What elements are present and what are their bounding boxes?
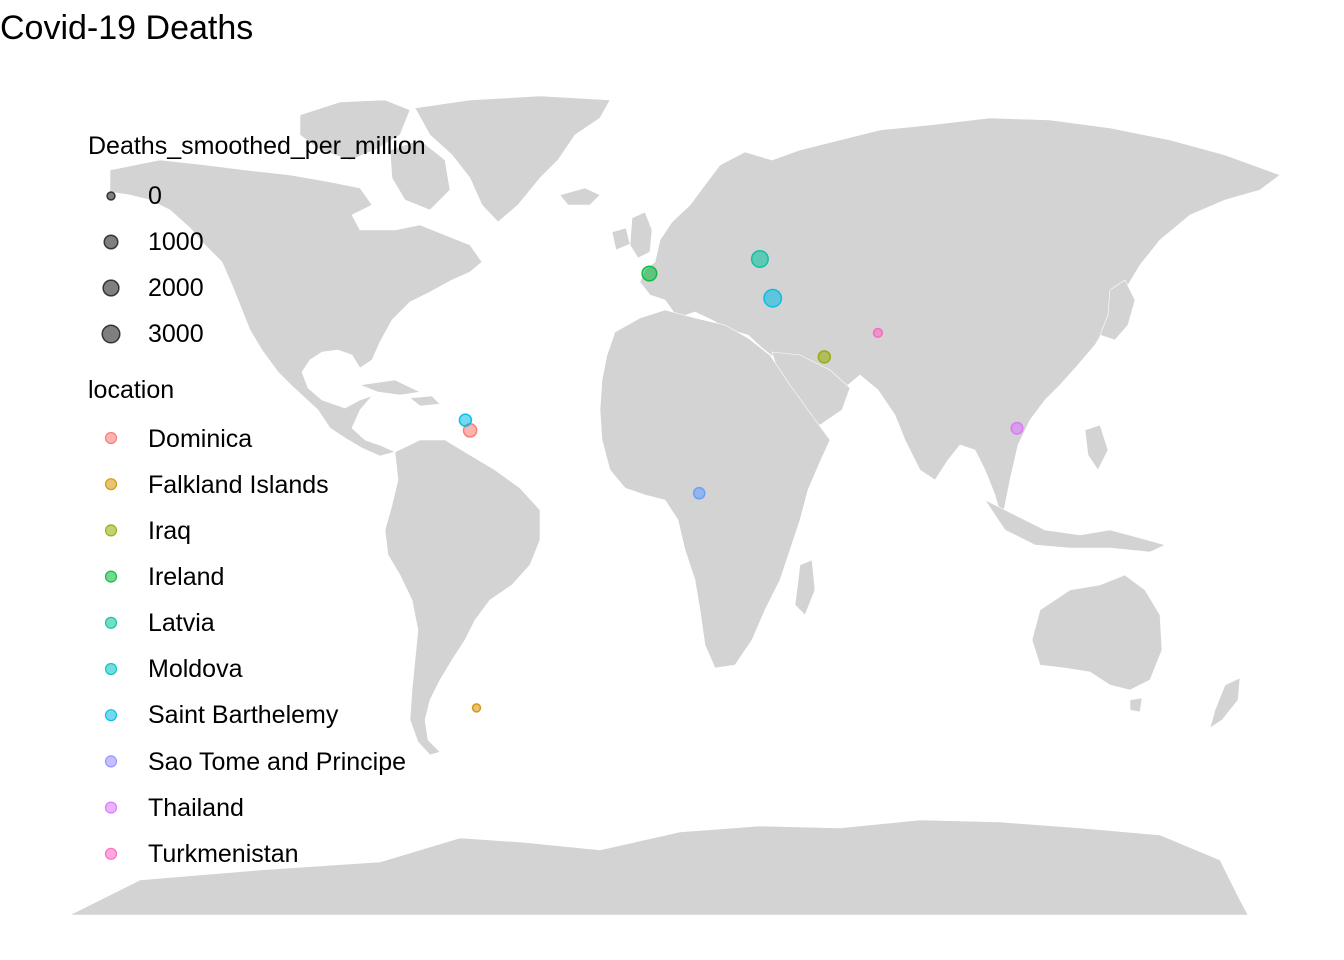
land-eurasia	[639, 117, 1281, 521]
size-legend-key-1000	[103, 234, 119, 250]
color-legend-label-dominica: Dominica	[148, 425, 253, 453]
point-ireland	[641, 265, 658, 282]
color-legend-label-turkmenistan: Turkmenistan	[148, 840, 299, 868]
color-legend-key-falkland-islands	[104, 478, 118, 491]
color-legend-title: location	[88, 376, 175, 404]
color-legend-key-iraq	[104, 524, 118, 537]
land-antarctica	[69, 819, 1249, 916]
size-legend-title: Deaths_smoothed_per_million	[88, 132, 426, 160]
land-tasmania	[1129, 697, 1143, 713]
color-legend-key-thailand	[104, 801, 118, 814]
color-legend-label-sao-tome-and-principe: Sao Tome and Principe	[148, 748, 407, 776]
land-baffin	[389, 139, 451, 211]
land-new-zealand	[1209, 677, 1241, 729]
color-legend-label-falkland-islands: Falkland Islands	[148, 471, 329, 499]
color-legend-key-turkmenistan	[104, 847, 118, 860]
land-madagascar	[794, 559, 816, 616]
land-north-america	[109, 159, 483, 457]
size-legend-label-3000: 3000	[148, 320, 204, 348]
color-legend-key-dominica	[104, 431, 118, 445]
point-thailand	[1010, 421, 1024, 435]
land-indonesia	[984, 499, 1166, 553]
size-legend-label-0: 0	[148, 182, 162, 210]
point-falkland-islands	[471, 703, 482, 713]
color-legend-label-saint-barthelemy: Saint Barthelemy	[148, 701, 339, 729]
land-japan	[1099, 279, 1136, 341]
color-legend-key-ireland	[104, 570, 118, 583]
color-legend-label-thailand: Thailand	[148, 794, 244, 822]
color-legend-key-latvia	[104, 616, 118, 629]
legend-keys	[101, 191, 121, 860]
point-latvia	[750, 249, 769, 269]
land-hispaniola	[409, 395, 441, 407]
point-sao-tome-and-principe	[692, 486, 706, 500]
land-britain	[629, 211, 653, 259]
land-masses	[69, 95, 1281, 916]
size-legend-key-0	[106, 191, 116, 201]
point-turkmenistan	[872, 327, 884, 339]
size-legend-key-3000	[101, 324, 121, 344]
color-legend-label-moldova: Moldova	[148, 655, 243, 683]
size-legend-label-1000: 1000	[148, 228, 204, 256]
color-legend-key-saint-barthelemy	[104, 709, 118, 722]
chart-title: Covid-19 Deaths	[0, 9, 254, 47]
color-legend-label-ireland: Ireland	[148, 563, 225, 591]
point-moldova	[763, 288, 783, 308]
land-greenland	[414, 95, 611, 223]
land-africa	[599, 309, 831, 669]
color-legend-key-moldova	[104, 662, 118, 676]
location-points	[458, 249, 1024, 713]
color-legend-label-latvia: Latvia	[148, 609, 215, 637]
land-iceland	[559, 187, 601, 206]
point-iraq	[817, 350, 832, 364]
color-legend-label-iraq: Iraq	[148, 517, 192, 545]
land-ireland	[611, 227, 631, 251]
size-legend-label-2000: 2000	[148, 274, 204, 302]
color-legend-key-sao-tome-and-principe	[104, 755, 118, 768]
point-saint-barthelemy	[458, 413, 473, 427]
land-australia	[1031, 574, 1163, 691]
land-arctic-islands	[299, 99, 411, 161]
land-philippines	[1084, 424, 1109, 471]
land-south-america	[384, 439, 541, 756]
size-legend-key-2000	[102, 279, 120, 297]
land-cuba	[358, 379, 422, 396]
